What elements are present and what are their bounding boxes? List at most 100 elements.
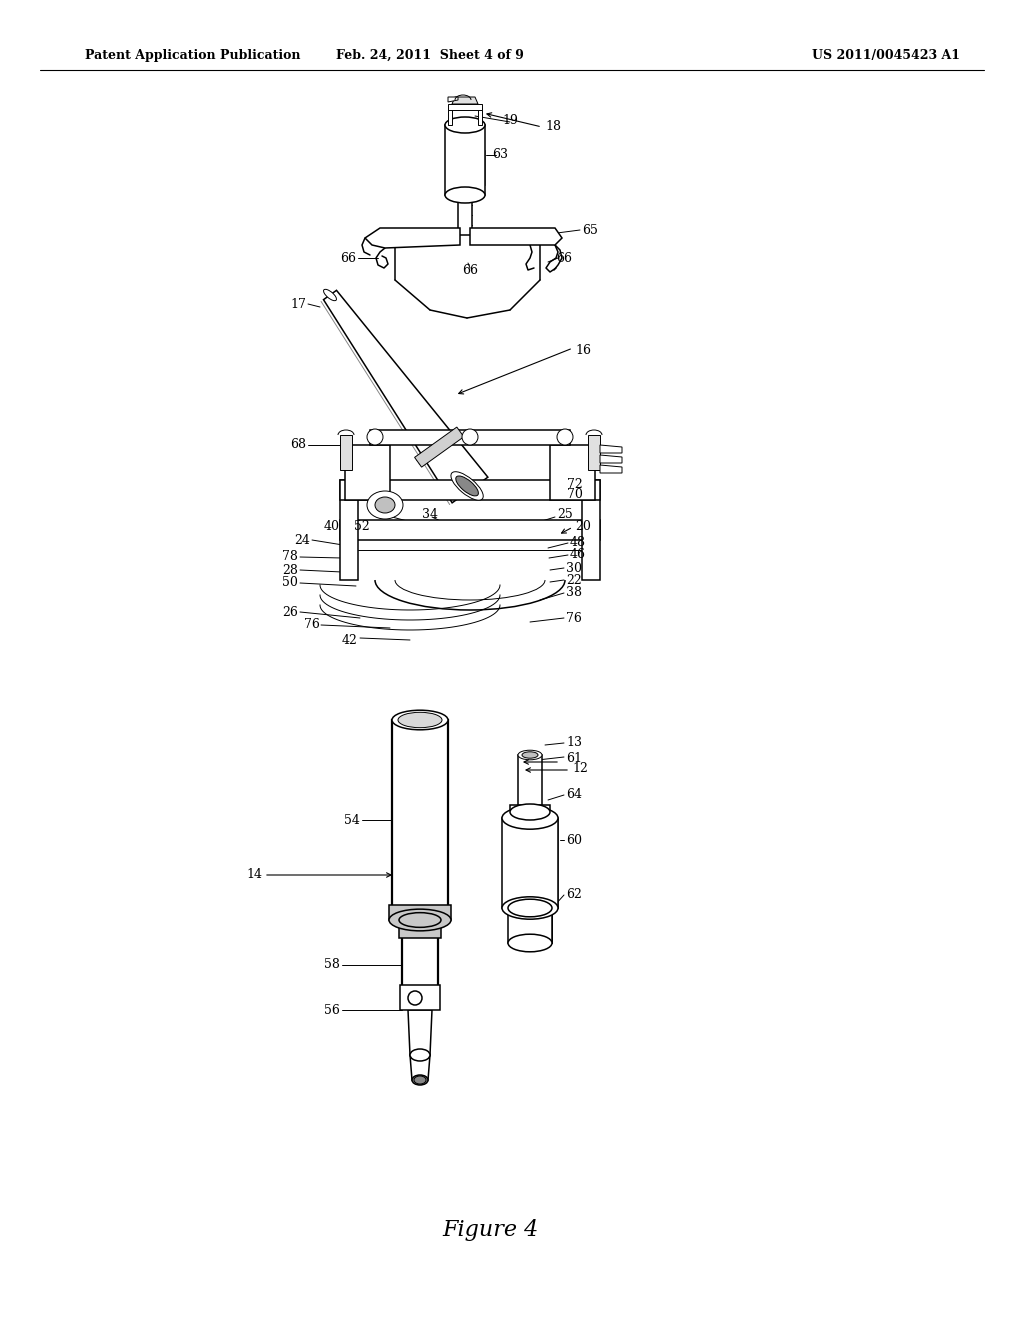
Text: 63: 63	[492, 149, 508, 161]
Polygon shape	[588, 436, 600, 470]
Ellipse shape	[410, 1049, 430, 1061]
Ellipse shape	[375, 498, 395, 513]
Text: 72: 72	[567, 479, 583, 491]
Text: 36: 36	[380, 508, 396, 521]
Ellipse shape	[445, 117, 485, 133]
Text: 40: 40	[324, 520, 340, 533]
Ellipse shape	[367, 429, 383, 445]
Text: 22: 22	[566, 573, 582, 586]
Polygon shape	[600, 455, 622, 463]
Text: 60: 60	[566, 833, 582, 846]
Polygon shape	[399, 920, 441, 939]
Ellipse shape	[451, 471, 483, 500]
Text: 76: 76	[566, 611, 582, 624]
Polygon shape	[518, 755, 542, 810]
Polygon shape	[449, 104, 482, 110]
Polygon shape	[408, 1010, 432, 1055]
Text: 66: 66	[462, 264, 478, 276]
Text: 26: 26	[283, 606, 298, 619]
Ellipse shape	[557, 429, 573, 445]
Text: 18: 18	[545, 120, 561, 133]
Text: 64: 64	[566, 788, 582, 801]
Text: US 2011/0045423 A1: US 2011/0045423 A1	[812, 49, 961, 62]
Text: 14: 14	[246, 869, 262, 882]
Text: 62: 62	[566, 888, 582, 902]
Text: 34: 34	[422, 508, 438, 521]
Text: 68: 68	[290, 438, 306, 451]
Text: Figure 4: Figure 4	[442, 1218, 539, 1241]
Polygon shape	[470, 228, 562, 246]
Ellipse shape	[502, 807, 558, 829]
Ellipse shape	[389, 909, 451, 931]
Polygon shape	[340, 520, 600, 540]
Ellipse shape	[508, 899, 552, 917]
Text: 38: 38	[566, 586, 582, 599]
Polygon shape	[550, 445, 595, 500]
Polygon shape	[582, 480, 600, 579]
Polygon shape	[340, 436, 352, 470]
Text: 28: 28	[283, 564, 298, 577]
Text: 66: 66	[556, 252, 572, 264]
Polygon shape	[508, 908, 552, 942]
Ellipse shape	[408, 991, 422, 1005]
Text: 13: 13	[566, 737, 582, 750]
Polygon shape	[389, 906, 451, 920]
Text: 16: 16	[575, 343, 591, 356]
Polygon shape	[502, 818, 558, 908]
Ellipse shape	[502, 896, 558, 919]
Text: Patent Application Publication: Patent Application Publication	[85, 49, 300, 62]
Text: 78: 78	[283, 550, 298, 564]
Text: 66: 66	[340, 252, 356, 264]
Polygon shape	[600, 445, 622, 453]
Polygon shape	[340, 480, 358, 579]
Ellipse shape	[398, 713, 442, 727]
Text: 76: 76	[304, 619, 319, 631]
Polygon shape	[478, 108, 482, 125]
Polygon shape	[410, 1055, 430, 1080]
Ellipse shape	[367, 491, 403, 519]
Polygon shape	[449, 96, 458, 102]
Polygon shape	[400, 985, 440, 1010]
Polygon shape	[324, 290, 487, 503]
Text: 58: 58	[325, 958, 340, 972]
Text: 20: 20	[575, 520, 591, 533]
Text: 19: 19	[502, 114, 518, 127]
Polygon shape	[402, 920, 438, 1001]
Polygon shape	[449, 108, 452, 125]
Polygon shape	[510, 805, 550, 818]
Ellipse shape	[508, 935, 552, 952]
Polygon shape	[370, 430, 570, 445]
Text: Feb. 24, 2011  Sheet 4 of 9: Feb. 24, 2011 Sheet 4 of 9	[336, 49, 524, 62]
Polygon shape	[445, 125, 485, 195]
Polygon shape	[452, 96, 478, 104]
Polygon shape	[340, 480, 600, 500]
Text: 42: 42	[342, 634, 358, 647]
Text: 24: 24	[294, 533, 310, 546]
Text: 48: 48	[570, 536, 586, 549]
Text: 30: 30	[566, 561, 582, 574]
Ellipse shape	[462, 429, 478, 445]
Text: 56: 56	[325, 1003, 340, 1016]
Ellipse shape	[445, 187, 485, 203]
Text: 17: 17	[290, 297, 306, 310]
Text: 54: 54	[344, 813, 360, 826]
Text: 61: 61	[566, 751, 582, 764]
Text: 65: 65	[582, 223, 598, 236]
Polygon shape	[392, 719, 449, 920]
Text: 50: 50	[283, 577, 298, 590]
Ellipse shape	[518, 750, 542, 760]
Polygon shape	[365, 228, 460, 248]
Ellipse shape	[510, 804, 550, 820]
Ellipse shape	[392, 710, 449, 730]
Text: 12: 12	[572, 762, 588, 775]
Ellipse shape	[522, 752, 538, 758]
Polygon shape	[345, 445, 390, 500]
Ellipse shape	[456, 477, 478, 496]
Ellipse shape	[412, 1074, 428, 1085]
Polygon shape	[415, 428, 464, 467]
Text: 25: 25	[557, 508, 572, 521]
Ellipse shape	[324, 289, 337, 301]
Ellipse shape	[399, 912, 441, 928]
Text: 52: 52	[354, 520, 370, 533]
Text: 46: 46	[570, 549, 586, 561]
